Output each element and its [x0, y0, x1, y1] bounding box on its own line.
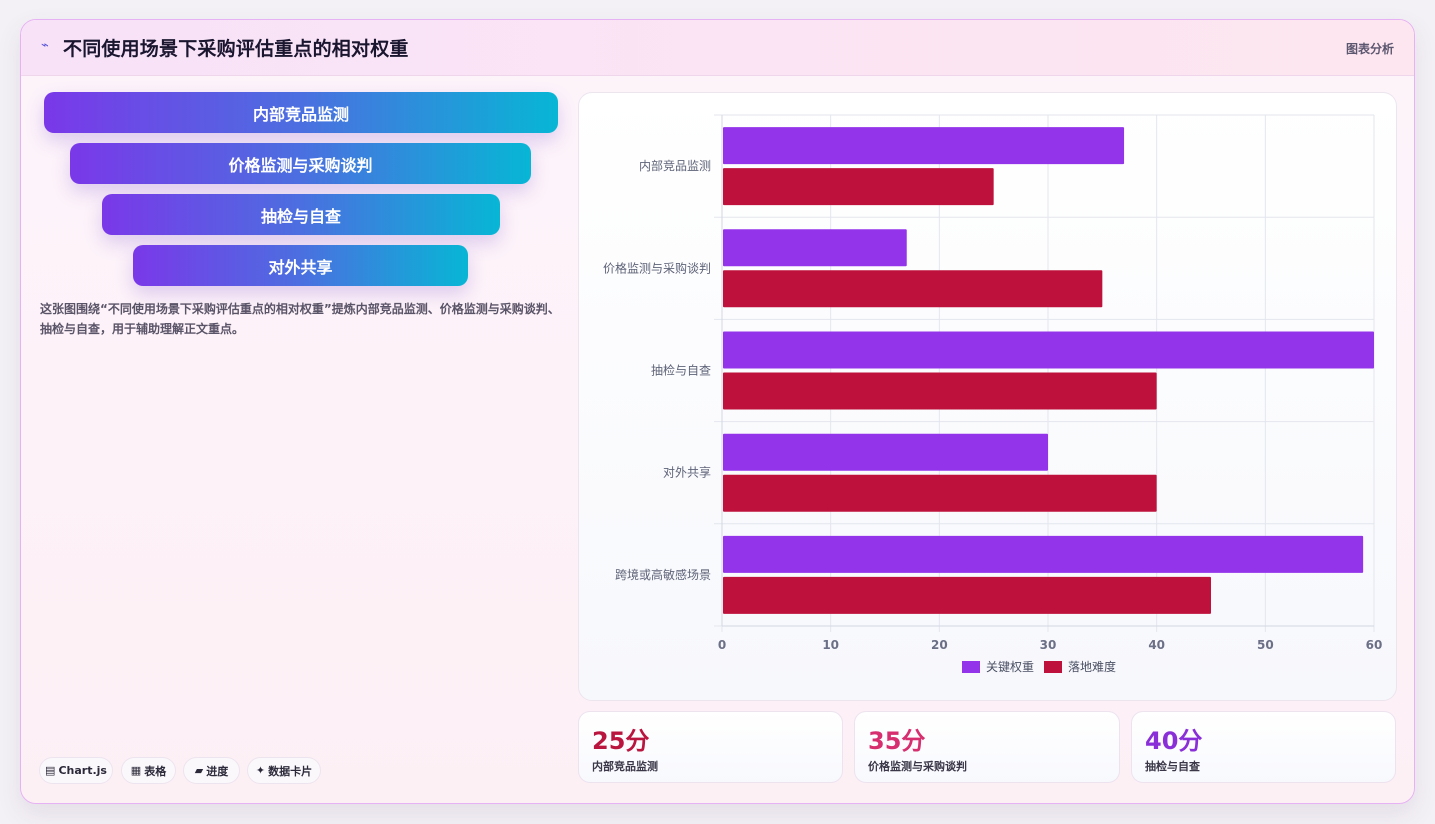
pill-chartjs[interactable]: ▤ Chart.js [39, 757, 113, 784]
funnel-item-external-sharing: 对外共享 [133, 245, 468, 286]
x-tick-label: 50 [1257, 638, 1274, 652]
stat-label: 价格监测与采购谈判 [868, 760, 967, 773]
chart-analysis-tag: 图表分析 [1345, 42, 1394, 56]
x-tick-label: 60 [1366, 638, 1383, 652]
x-tick-label: 30 [1040, 638, 1057, 652]
pill-label: 数据卡片 [268, 764, 313, 778]
bar-difficulty [723, 270, 1103, 308]
legend-swatch [962, 661, 980, 673]
bar-key-weight [723, 127, 1125, 165]
funnel-item-spot-check: 抽检与自查 [102, 194, 500, 235]
funnel-item-internal-monitoring: 内部竞品监测 [44, 92, 558, 133]
bar-difficulty [723, 168, 994, 206]
y-tick-label: 跨境或高敏感场景 [615, 567, 711, 582]
chart-description: 这张图围绕“不同使用场景下采购评估重点的相对权重”提炼内部竞品监测、价格监测与采… [40, 302, 560, 336]
y-tick-label: 抽检与自查 [651, 363, 711, 378]
funnel-item-label: 对外共享 [268, 257, 333, 277]
legend-label: 关键权重 [986, 660, 1034, 674]
chart-line-icon: ⌁ [41, 38, 49, 53]
funnel-item-label: 价格监测与采购谈判 [228, 155, 373, 175]
x-tick-label: 10 [822, 638, 839, 652]
bar-difficulty [723, 372, 1157, 410]
sparkle-icon: ✦ [255, 764, 266, 777]
stat-value: 35分 [868, 727, 926, 755]
progress-icon: ▰ [194, 764, 204, 777]
pill-label: 表格 [144, 764, 167, 778]
bar-chart: 0 10 20 30 40 50 60 内部竞品监测价格监测与采购谈判抽检与自查对外共享跨境或… [603, 114, 1383, 674]
stat-card-spotcheck: 40分 抽检与自查 [1131, 711, 1396, 783]
pill-table[interactable]: ▦ 表格 [121, 757, 176, 784]
y-tick-label: 内部竞品监测 [639, 158, 711, 173]
funnel-item-label: 内部竞品监测 [252, 104, 349, 124]
x-tick-label: 20 [931, 638, 948, 652]
bar-difficulty [723, 474, 1157, 512]
legend-swatch [1044, 661, 1062, 673]
pill-label: Chart.js [58, 764, 107, 777]
stat-label: 抽检与自查 [1145, 760, 1200, 773]
chart-icon: ▤ [45, 764, 56, 777]
y-tick-label: 对外共享 [663, 465, 711, 480]
y-tick-label: 价格监测与采购谈判 [603, 260, 711, 275]
table-icon: ▦ [130, 764, 142, 777]
stat-value: 25分 [592, 727, 650, 755]
bar-key-weight [723, 433, 1048, 471]
x-tick-label: 0 [718, 638, 726, 652]
bar-key-weight [723, 535, 1364, 573]
pill-data-card[interactable]: ✦ 数据卡片 [247, 757, 321, 784]
stat-label: 内部竞品监测 [592, 760, 658, 773]
bar-difficulty [723, 576, 1211, 614]
funnel-item-label: 抽检与自查 [260, 206, 341, 226]
main-card: ⌁ 不同使用场景下采购评估重点的相对权重 图表分析 内部竞品监测 价格监测与采购… [20, 19, 1415, 804]
page-title: 不同使用场景下采购评估重点的相对权重 [63, 38, 409, 60]
x-tick-label: 40 [1148, 638, 1165, 652]
funnel-item-price-negotiation: 价格监测与采购谈判 [70, 143, 531, 184]
stat-card-price: 35分 价格监测与采购谈判 [854, 711, 1120, 783]
legend-label: 落地难度 [1068, 659, 1116, 674]
bar-key-weight [723, 229, 907, 267]
stat-card-internal: 25分 内部竞品监测 [578, 711, 843, 783]
header: ⌁ 不同使用场景下采购评估重点的相对权重 图表分析 [21, 20, 1414, 76]
stat-value: 40分 [1145, 727, 1203, 755]
pill-label: 进度 [206, 764, 229, 778]
pill-progress[interactable]: ▰ 进度 [183, 757, 240, 784]
chart-panel: 0 10 20 30 40 50 60 内部竞品监测价格监测与采购谈判抽检与自查对外共享跨境或… [578, 92, 1397, 701]
bar-key-weight [723, 331, 1374, 369]
